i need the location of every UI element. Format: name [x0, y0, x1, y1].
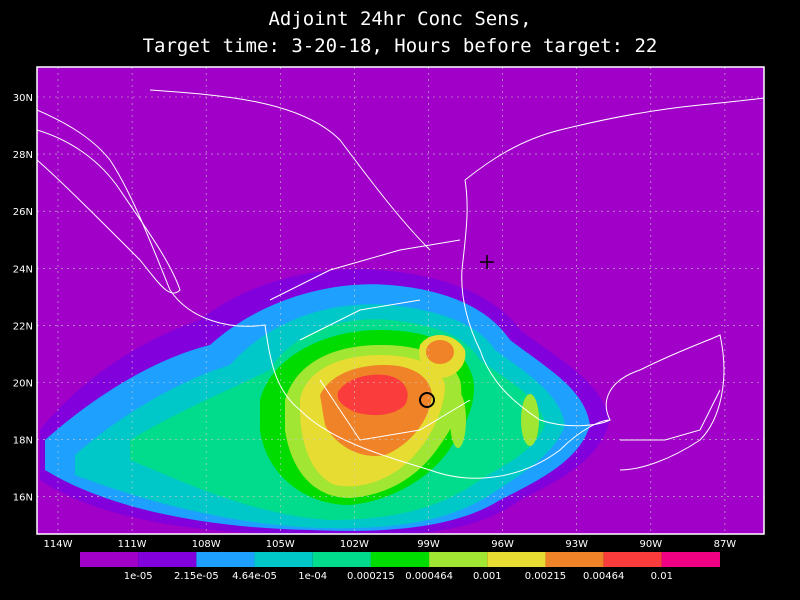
contour-level-6c — [521, 394, 539, 446]
borders — [149, 89, 721, 441]
coastline-baja — [37, 129, 181, 294]
colorbar-label: 0.000215 — [347, 571, 395, 582]
lon-label: 114W — [44, 539, 73, 550]
lon-label: 105W — [266, 539, 295, 550]
colorbar: 1e-05 2.15e-05 4.64e-05 1e-04 0.000215 0.0004… — [80, 552, 720, 582]
colorbar-label: 0.01 — [651, 571, 673, 582]
contour-level-6b — [450, 392, 466, 448]
colorbar-box — [603, 552, 662, 567]
colorbar-box — [138, 552, 197, 567]
colorbar-label: 1e-04 — [298, 571, 327, 582]
lat-label: 22N — [13, 321, 33, 332]
map-area — [37, 67, 764, 534]
colorbar-box — [196, 552, 255, 567]
lon-label: 111W — [118, 539, 147, 550]
colorbar-box — [80, 552, 139, 567]
colorbar-label: 2.15e-05 — [174, 571, 219, 582]
colorbar-label: 0.00464 — [583, 571, 624, 582]
lon-label: 96W — [491, 539, 514, 550]
lat-label: 30N — [13, 93, 33, 104]
axis-labels: 30N 28N 26N 24N 22N 20N 18N 16N 114W 111W 108W 105W… — [13, 93, 737, 550]
contour-level-9 — [337, 374, 408, 416]
lat-label: 24N — [13, 264, 33, 275]
lat-label: 16N — [13, 493, 33, 504]
lat-label: 28N — [13, 150, 33, 161]
colorbar-label: 4.64e-05 — [232, 571, 277, 582]
colorbar-box — [487, 552, 546, 567]
colorbar-label: 0.00215 — [525, 571, 566, 582]
title-line2: Target time: 3-20-18, Hours before targe… — [143, 35, 658, 57]
lon-label: 99W — [417, 539, 440, 550]
lon-label: 87W — [714, 539, 737, 550]
coastline — [37, 109, 725, 479]
lon-label: 90W — [639, 539, 662, 550]
colorbar-box — [370, 552, 430, 567]
coastline-gulf — [461, 97, 764, 427]
lat-label: 18N — [13, 436, 33, 447]
colorbar-label: 0.000464 — [405, 571, 453, 582]
colorbar-box — [312, 552, 371, 567]
title-line1: Adjoint 24hr Conc Sens, — [268, 8, 531, 30]
colorbar-label: 0.001 — [473, 571, 502, 582]
colorbar-label: 1e-05 — [124, 571, 153, 582]
source-marker — [419, 392, 435, 408]
lon-label: 108W — [192, 539, 221, 550]
target-marker — [480, 255, 494, 269]
lon-label: 93W — [565, 539, 588, 550]
lon-label: 102W — [340, 539, 369, 550]
lat-label: 26N — [13, 207, 33, 218]
colorbar-box — [545, 552, 604, 567]
contour-level-8b — [426, 340, 454, 364]
graticule — [37, 67, 764, 534]
colorbar-box — [661, 552, 720, 567]
colorbar-box — [429, 552, 488, 567]
lat-label: 20N — [13, 379, 33, 390]
frame — [36, 66, 765, 535]
colorbar-box — [254, 552, 313, 567]
